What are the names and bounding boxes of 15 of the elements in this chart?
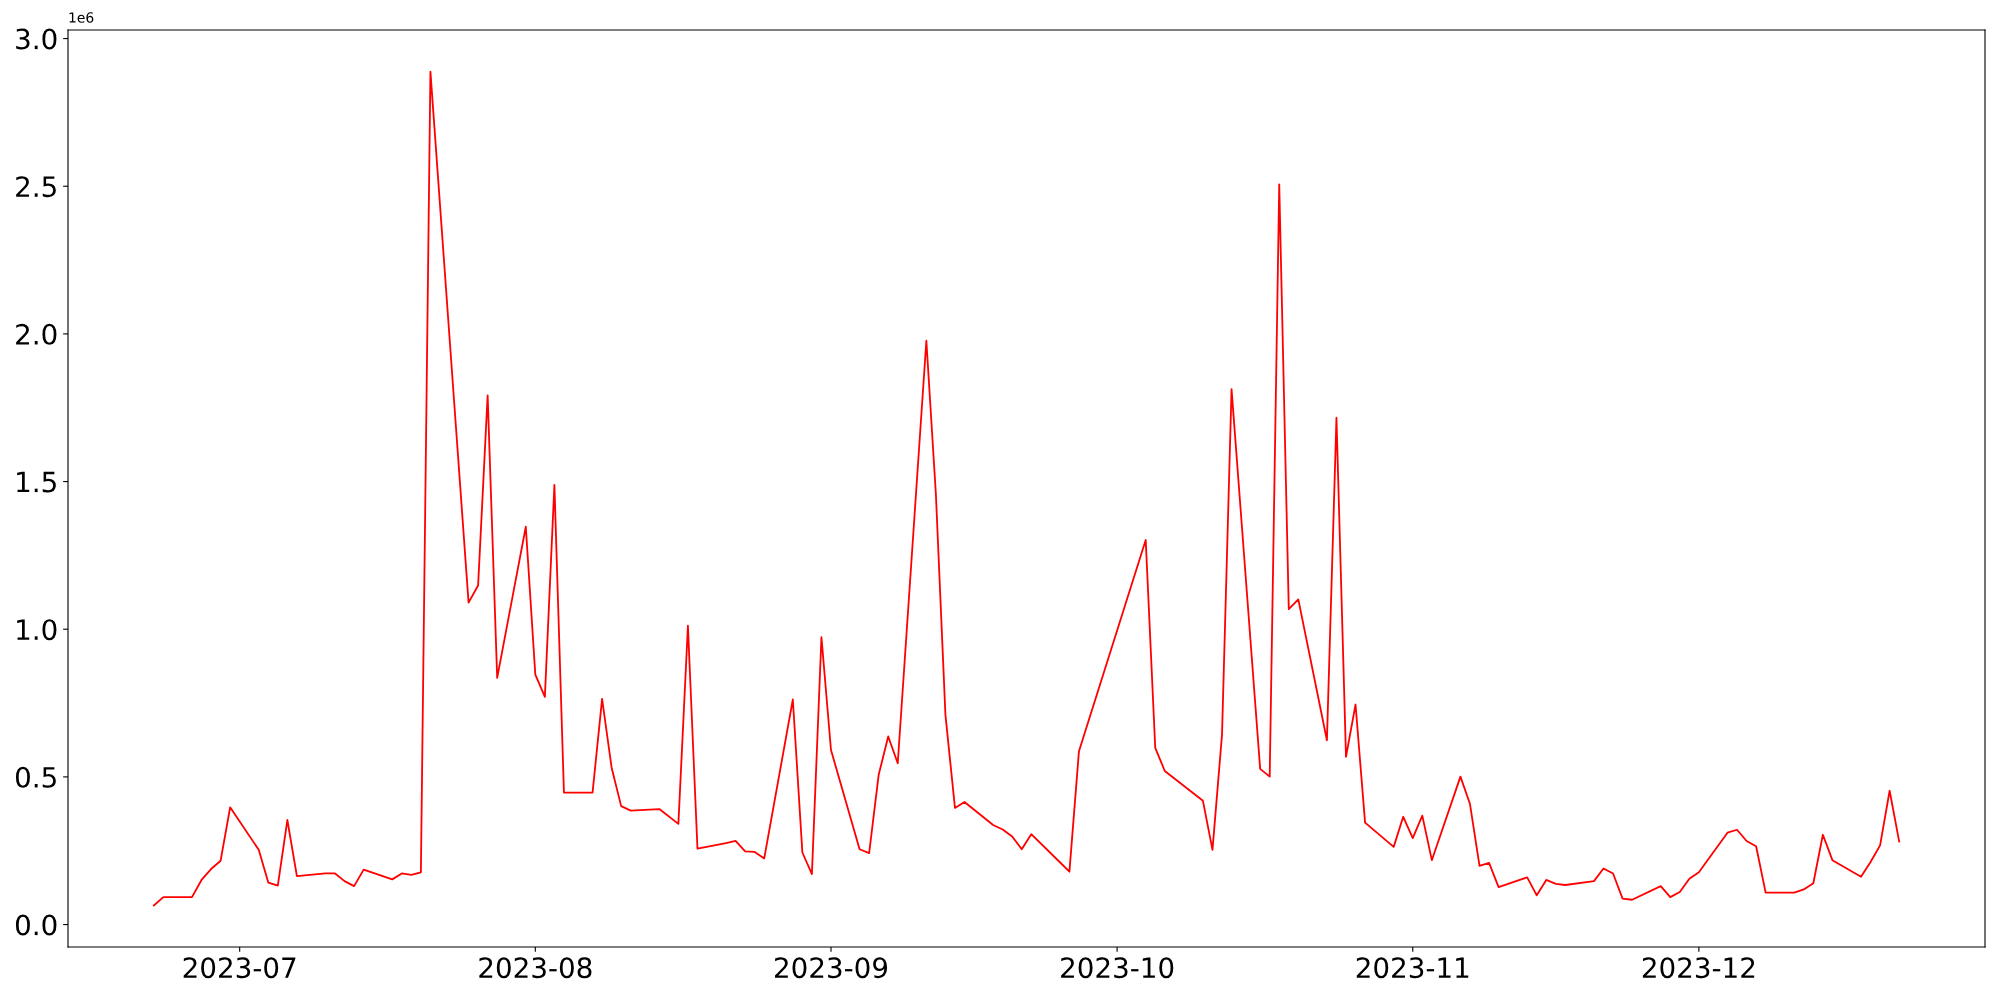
y-tick-label: 1.5 — [17, 471, 56, 493]
line-series — [152, 70, 1901, 907]
x-tick-label: 2023-08 — [479, 957, 592, 979]
x-tick-label: 2023-12 — [1642, 957, 1755, 979]
y-tick-label: 0.0 — [15, 914, 57, 936]
text: 1e6 — [69, 12, 94, 23]
x-tick-label: 2023-07 — [183, 957, 296, 979]
x-tick-label: 2023-09 — [774, 957, 888, 979]
x-tick-label: 2023-11 — [1356, 957, 1469, 979]
y-tick-label: 0.5 — [15, 766, 56, 788]
x-tick-label: 2023-10 — [1061, 957, 1174, 979]
y-tick-label: 1.0 — [17, 619, 57, 641]
y-tick-label: 2.0 — [16, 323, 57, 345]
y-tick-label: 3.0 — [16, 28, 57, 50]
y-tick-label: 2.5 — [16, 176, 56, 198]
